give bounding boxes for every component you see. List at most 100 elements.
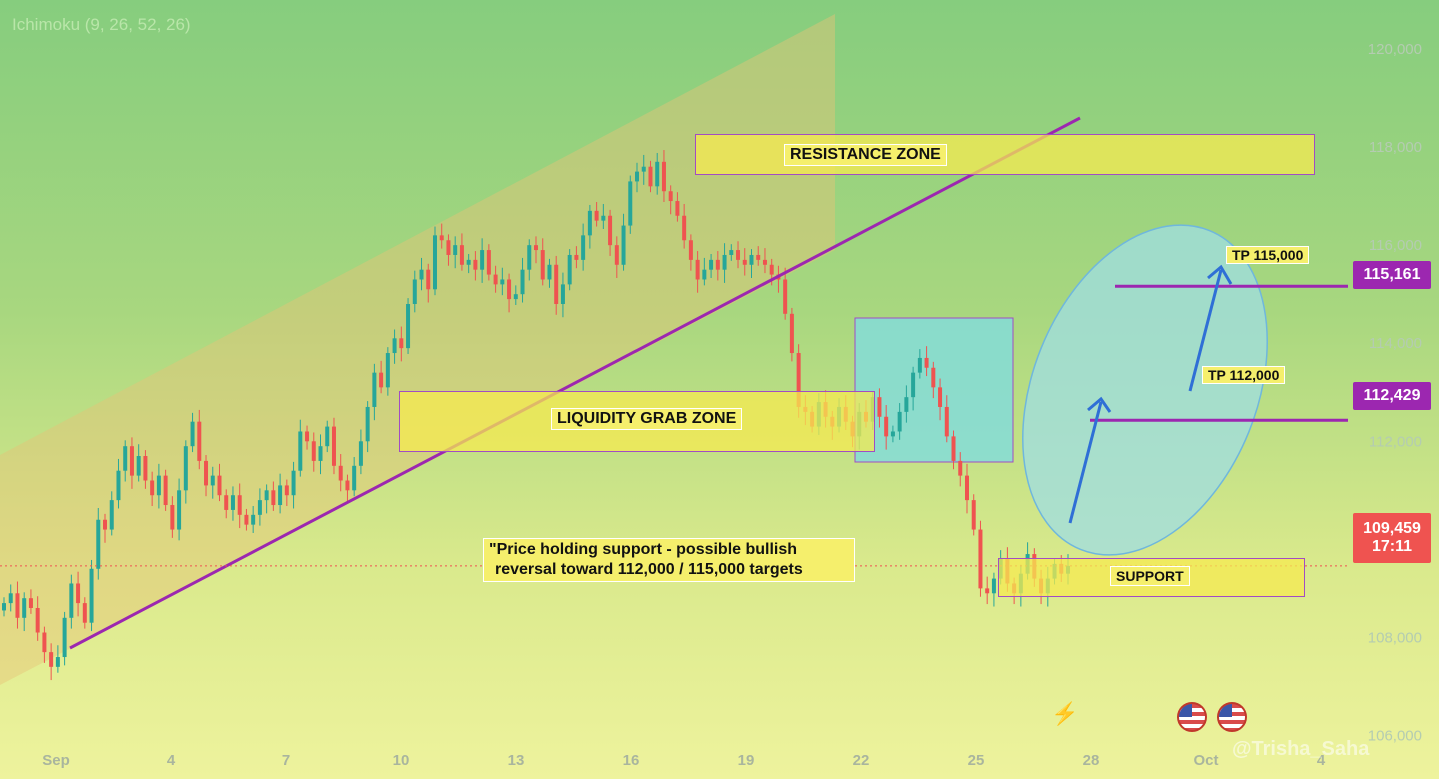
candle-body (392, 338, 397, 354)
note-line-1: "Price holding support - possible bullis… (489, 541, 798, 558)
candle-body (682, 215, 687, 241)
candle-body (473, 259, 478, 270)
candle-body (338, 465, 343, 481)
note-line-2: reversal toward 112,000 / 115,000 target… (495, 561, 803, 578)
candle-body (237, 495, 242, 515)
rising-channel (0, 14, 835, 685)
candle-body (877, 397, 882, 417)
x-tick-label: 4 (167, 752, 176, 769)
last-price-value: 109,459 (1363, 520, 1421, 537)
candle-body (648, 166, 653, 187)
liquidity-grab-zone-label: LIQUIDITY GRAB ZONE (551, 408, 743, 430)
candle-body (156, 475, 161, 496)
candle-body (944, 406, 949, 437)
y-tick-label: 112,000 (1369, 433, 1422, 450)
candle-body (230, 495, 235, 510)
y-tick-label: 106,000 (1368, 727, 1422, 744)
lightning-event-icon[interactable]: ⚡ (1051, 701, 1079, 726)
candle-body (257, 500, 262, 515)
candle-body (480, 250, 485, 270)
candle-body (426, 269, 431, 290)
candle-body (419, 269, 424, 280)
candle-body (412, 279, 417, 304)
x-tick-label: 10 (393, 752, 410, 769)
countdown-timer: 17:11 (1371, 538, 1413, 555)
candle-body (695, 259, 700, 280)
candle-body (8, 593, 13, 604)
candle-body (958, 460, 963, 476)
candle-body (15, 593, 20, 618)
candle-body (69, 583, 74, 618)
candle-body (608, 215, 613, 246)
analysis-note: "Price holding support - possible bullis… (483, 538, 855, 582)
candle-body (204, 460, 209, 486)
candle-body (466, 259, 471, 265)
candle-body (432, 235, 437, 290)
x-tick-label: 7 (282, 752, 290, 769)
candle-body (951, 436, 956, 461)
candle-body (769, 264, 774, 275)
candle-body (601, 215, 606, 221)
candle-body (560, 284, 565, 304)
candle-body (197, 421, 202, 461)
candle-body (150, 480, 155, 496)
candle-body (540, 250, 545, 280)
trendline (69, 116, 1081, 650)
us-flag-event-icon[interactable] (1177, 702, 1207, 732)
x-tick-label: 25 (968, 752, 985, 769)
candles-layer (2, 150, 1070, 681)
candle-body (581, 235, 586, 260)
candle-body (365, 406, 370, 442)
candle-body (291, 470, 296, 496)
tp1-price-tag[interactable]: 112,429 (1353, 382, 1431, 410)
last-price-tag[interactable]: 109,459 17:11 (1353, 513, 1431, 563)
candle-body (668, 191, 673, 202)
candle-body (574, 254, 579, 260)
candle-body (244, 514, 249, 525)
candle-body (163, 475, 168, 506)
candle-body (904, 397, 909, 412)
candle-body (655, 161, 660, 187)
x-tick-label: 19 (738, 752, 755, 769)
candle-body (170, 505, 175, 530)
candle-body (143, 456, 148, 481)
y-tick-label: 120,000 (1368, 41, 1422, 58)
watermark: @Trisha_Saha (1232, 738, 1370, 760)
candle-body (736, 250, 741, 260)
candle-body (729, 250, 734, 255)
x-tick-label: 4 (1317, 752, 1326, 769)
candle-body (224, 495, 229, 510)
candle-body (385, 353, 390, 388)
candle-body (82, 603, 87, 623)
candle-body (210, 475, 215, 486)
resistance-zone-label: RESISTANCE ZONE (784, 144, 947, 166)
tp2-price-tag[interactable]: 115,161 (1353, 261, 1431, 289)
candle-body (331, 426, 336, 466)
candle-body (911, 372, 916, 398)
candle-body (318, 446, 323, 461)
support-zone-label: SUPPORT (1110, 566, 1190, 586)
us-flag-event-icon-2[interactable] (1217, 702, 1247, 732)
candle-body (917, 357, 922, 373)
candle-body (938, 387, 943, 407)
candle-body (554, 264, 559, 304)
y-tick-label: 116,000 (1369, 237, 1422, 254)
candle-body (278, 485, 283, 506)
candle-body (507, 279, 512, 300)
candle-body (493, 274, 498, 285)
candle-body (190, 421, 195, 447)
candle-body (55, 657, 60, 667)
candle-body (352, 465, 357, 491)
candle-body (49, 652, 54, 667)
candle-body (123, 446, 128, 471)
candle-body (762, 259, 767, 265)
candle-body (251, 514, 256, 525)
candle-body (594, 210, 599, 221)
candle-body (311, 441, 316, 461)
x-axis: Sep 4 7 10 13 16 19 22 25 28 Oct 4 (42, 752, 1326, 769)
indicator-label[interactable]: Ichimoku (9, 26, 52, 26) (12, 15, 191, 34)
candle-body (459, 245, 464, 265)
candle-body (28, 598, 33, 608)
